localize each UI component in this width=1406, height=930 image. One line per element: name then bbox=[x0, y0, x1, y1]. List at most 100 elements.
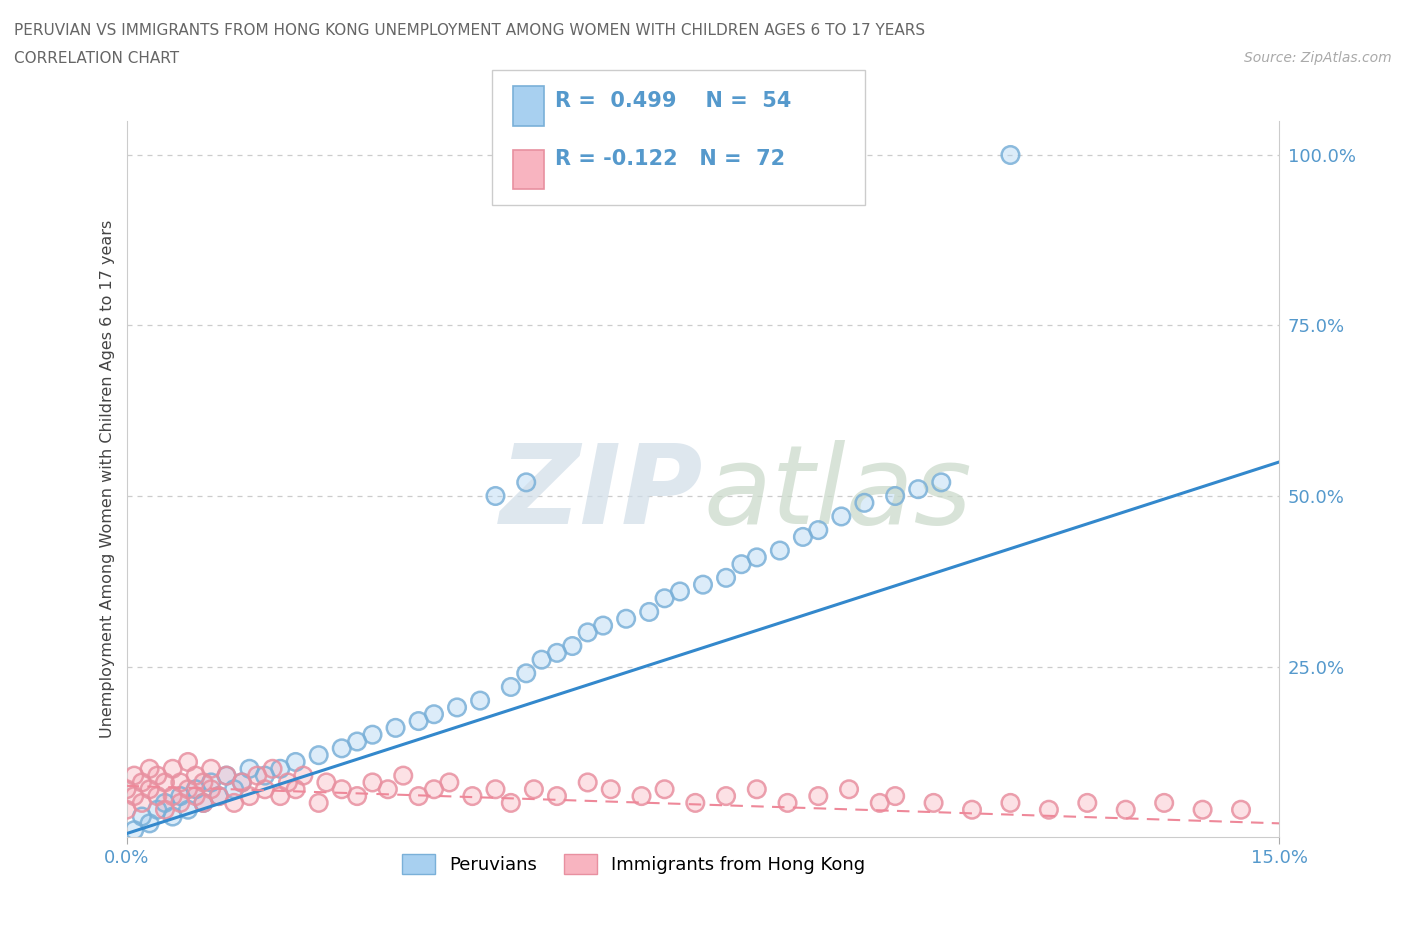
Point bbox=[262, 762, 284, 777]
Point bbox=[215, 768, 238, 783]
Point bbox=[884, 488, 907, 503]
Point bbox=[292, 768, 315, 783]
Point bbox=[330, 741, 353, 756]
Point bbox=[138, 782, 160, 797]
Point bbox=[960, 803, 983, 817]
Point bbox=[153, 775, 176, 790]
Point bbox=[776, 795, 799, 810]
Point bbox=[131, 775, 153, 790]
Point bbox=[284, 754, 307, 769]
Point bbox=[169, 775, 191, 790]
Point bbox=[215, 768, 238, 783]
Point bbox=[499, 680, 522, 695]
Point bbox=[576, 775, 599, 790]
Text: ZIP: ZIP bbox=[499, 440, 703, 547]
Point bbox=[561, 639, 583, 654]
Point bbox=[346, 734, 368, 749]
Point bbox=[792, 529, 814, 544]
Point bbox=[692, 578, 714, 592]
Point bbox=[308, 795, 330, 810]
Point bbox=[162, 762, 184, 777]
Point bbox=[423, 782, 446, 797]
Point bbox=[1115, 803, 1137, 817]
Point bbox=[215, 768, 238, 783]
Point bbox=[330, 782, 353, 797]
Point bbox=[630, 789, 652, 804]
Point bbox=[384, 721, 406, 736]
Point bbox=[292, 768, 315, 783]
Point bbox=[807, 789, 830, 804]
Point bbox=[308, 748, 330, 763]
Point bbox=[224, 795, 246, 810]
Text: CORRELATION CHART: CORRELATION CHART bbox=[14, 51, 179, 66]
Point bbox=[246, 768, 269, 783]
Point bbox=[1153, 795, 1175, 810]
Point bbox=[792, 529, 814, 544]
Point bbox=[200, 762, 222, 777]
Point bbox=[807, 789, 830, 804]
Point bbox=[853, 496, 876, 511]
Point bbox=[115, 803, 138, 817]
Legend: Peruvians, Immigrants from Hong Kong: Peruvians, Immigrants from Hong Kong bbox=[395, 846, 873, 882]
Point bbox=[146, 768, 169, 783]
Point bbox=[122, 768, 145, 783]
Point bbox=[830, 509, 852, 524]
Point bbox=[907, 482, 929, 497]
Text: Source: ZipAtlas.com: Source: ZipAtlas.com bbox=[1244, 51, 1392, 65]
Point bbox=[153, 795, 176, 810]
Point bbox=[439, 775, 461, 790]
Point bbox=[423, 707, 446, 722]
Point bbox=[131, 809, 153, 824]
Point bbox=[745, 782, 768, 797]
Point bbox=[745, 782, 768, 797]
Point bbox=[346, 789, 368, 804]
Point bbox=[308, 748, 330, 763]
Point bbox=[153, 775, 176, 790]
Point bbox=[269, 789, 291, 804]
Point bbox=[330, 782, 353, 797]
Point bbox=[361, 727, 384, 742]
Point bbox=[638, 604, 661, 619]
Point bbox=[208, 789, 231, 804]
Point bbox=[138, 762, 160, 777]
Point bbox=[468, 693, 491, 708]
Point bbox=[238, 789, 260, 804]
Point bbox=[546, 645, 568, 660]
Point bbox=[131, 795, 153, 810]
Point bbox=[960, 803, 983, 817]
Point bbox=[200, 782, 222, 797]
Point bbox=[215, 768, 238, 783]
Point bbox=[1191, 803, 1213, 817]
Point bbox=[169, 775, 191, 790]
Point bbox=[1115, 803, 1137, 817]
Point bbox=[1038, 803, 1060, 817]
Point bbox=[838, 782, 860, 797]
Point bbox=[523, 782, 546, 797]
Point bbox=[408, 789, 430, 804]
Point bbox=[231, 775, 253, 790]
Point bbox=[669, 584, 692, 599]
Point bbox=[361, 775, 384, 790]
Point bbox=[208, 789, 231, 804]
Point bbox=[377, 782, 399, 797]
Point bbox=[769, 543, 792, 558]
Point bbox=[277, 775, 299, 790]
Point bbox=[561, 639, 583, 654]
Point bbox=[1153, 795, 1175, 810]
Point bbox=[576, 775, 599, 790]
Point bbox=[146, 789, 169, 804]
Point bbox=[423, 707, 446, 722]
Point bbox=[231, 775, 253, 790]
Point bbox=[315, 775, 337, 790]
Point bbox=[184, 768, 207, 783]
Point bbox=[253, 782, 276, 797]
Point bbox=[499, 795, 522, 810]
Point bbox=[654, 591, 676, 605]
Point bbox=[884, 789, 907, 804]
Point bbox=[262, 762, 284, 777]
Point bbox=[131, 795, 153, 810]
Point bbox=[499, 795, 522, 810]
Point bbox=[177, 754, 200, 769]
Point bbox=[200, 775, 222, 790]
Point bbox=[253, 768, 276, 783]
